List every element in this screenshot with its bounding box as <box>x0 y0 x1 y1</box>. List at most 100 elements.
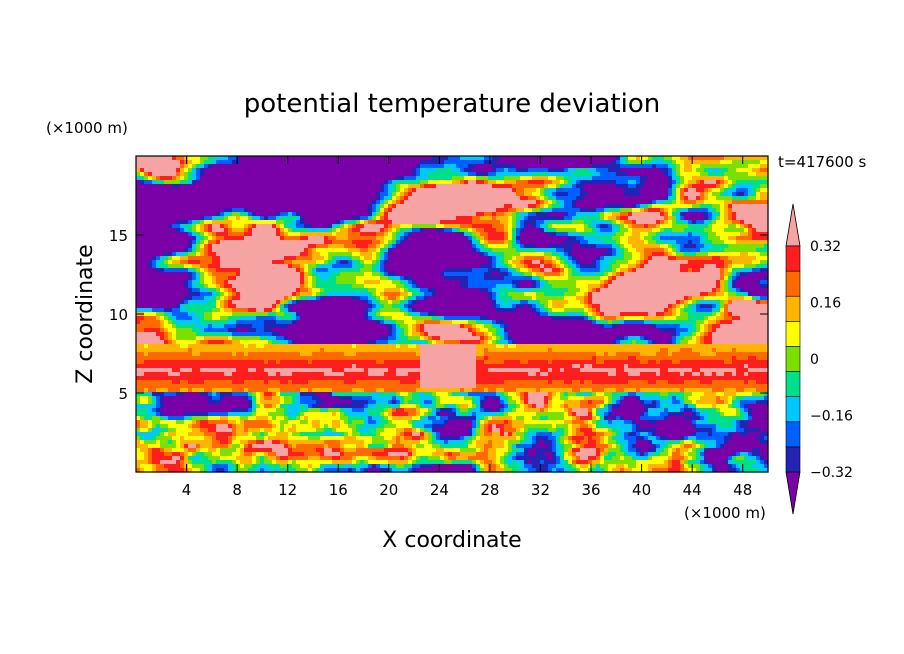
contour-cell <box>160 188 165 193</box>
contour-cell <box>284 268 289 273</box>
contour-cell <box>204 232 209 237</box>
contour-cell <box>576 208 581 213</box>
contour-cell <box>688 188 693 193</box>
contour-cell <box>516 200 521 205</box>
contour-cell <box>576 212 581 217</box>
contour-cell <box>576 276 581 281</box>
contour-cell <box>628 212 633 217</box>
contour-cell <box>568 204 573 209</box>
contour-cell <box>600 240 605 245</box>
contour-cell <box>136 212 141 217</box>
contour-cell <box>720 172 725 177</box>
contour-cell <box>344 200 349 205</box>
contour-cell <box>240 204 245 209</box>
contour-cell <box>396 212 401 217</box>
contour-cell <box>588 232 593 237</box>
contour-cell <box>580 168 585 173</box>
contour-cell <box>448 212 453 217</box>
contour-cell <box>756 260 761 265</box>
contour-cell <box>276 272 281 277</box>
contour-cell <box>368 232 373 237</box>
contour-cell <box>300 212 305 217</box>
contour-cell <box>300 228 305 233</box>
contour-cell <box>580 172 585 177</box>
contour-cell <box>284 164 289 169</box>
contour-cell <box>252 176 257 181</box>
contour-cell <box>416 248 421 253</box>
contour-cell <box>140 156 145 161</box>
contour-cell <box>460 240 465 245</box>
contour-cell <box>656 176 661 181</box>
contour-cell <box>416 164 421 169</box>
contour-cell <box>240 232 245 237</box>
contour-cell <box>752 204 757 209</box>
contour-cell <box>344 236 349 241</box>
contour-cell <box>200 172 205 177</box>
contour-cell <box>528 216 533 221</box>
contour-cell <box>592 168 597 173</box>
contour-cell <box>664 204 669 209</box>
contour-cell <box>168 280 173 285</box>
contour-cell <box>196 168 201 173</box>
contour-cell <box>716 272 721 277</box>
contour-cell <box>552 188 557 193</box>
contour-cell <box>436 212 441 217</box>
contour-cell <box>348 184 353 189</box>
contour-cell <box>368 180 373 185</box>
contour-cell <box>212 180 217 185</box>
contour-cell <box>380 268 385 273</box>
contour-cell <box>244 168 249 173</box>
contour-cell <box>700 192 705 197</box>
contour-cell <box>424 196 429 201</box>
contour-cell <box>296 220 301 225</box>
contour-cell <box>608 224 613 229</box>
contour-cell <box>276 280 281 285</box>
contour-cell <box>552 164 557 169</box>
contour-cell <box>428 216 433 221</box>
contour-cell <box>432 280 437 285</box>
contour-cell <box>676 268 681 273</box>
contour-cell <box>464 244 469 249</box>
contour-cell <box>272 188 277 193</box>
contour-cell <box>640 184 645 189</box>
contour-cell <box>340 232 345 237</box>
contour-cell <box>280 248 285 253</box>
contour-cell <box>552 240 557 245</box>
contour-cell <box>192 272 197 277</box>
contour-cell <box>536 232 541 237</box>
contour-cell <box>316 240 321 245</box>
contour-cell <box>196 216 201 221</box>
contour-cell <box>696 220 701 225</box>
contour-cell <box>472 192 477 197</box>
contour-cell <box>216 256 221 261</box>
contour-cell <box>360 232 365 237</box>
contour-cell <box>464 200 469 205</box>
contour-cell <box>760 216 765 221</box>
contour-cell <box>676 276 681 281</box>
contour-cell <box>472 164 477 169</box>
contour-cell <box>164 276 169 281</box>
contour-cell <box>532 208 537 213</box>
contour-cell <box>724 212 729 217</box>
contour-cell <box>628 248 633 253</box>
contour-cell <box>652 204 657 209</box>
contour-cell <box>284 216 289 221</box>
contour-cell <box>416 192 421 197</box>
contour-cell <box>256 192 261 197</box>
contour-cell <box>308 236 313 241</box>
contour-cell <box>432 232 437 237</box>
contour-cell <box>724 160 729 165</box>
contour-cell <box>536 204 541 209</box>
contour-cell <box>268 244 273 249</box>
contour-cell <box>680 276 685 281</box>
contour-cell <box>228 200 233 205</box>
contour-cell <box>440 224 445 229</box>
contour-cell <box>136 232 141 237</box>
contour-cell <box>272 244 277 249</box>
contour-cell <box>348 236 353 241</box>
contour-cell <box>732 212 737 217</box>
contour-cell <box>376 172 381 177</box>
contour-cell <box>716 212 721 217</box>
contour-cell <box>584 216 589 221</box>
contour-cell <box>436 260 441 265</box>
